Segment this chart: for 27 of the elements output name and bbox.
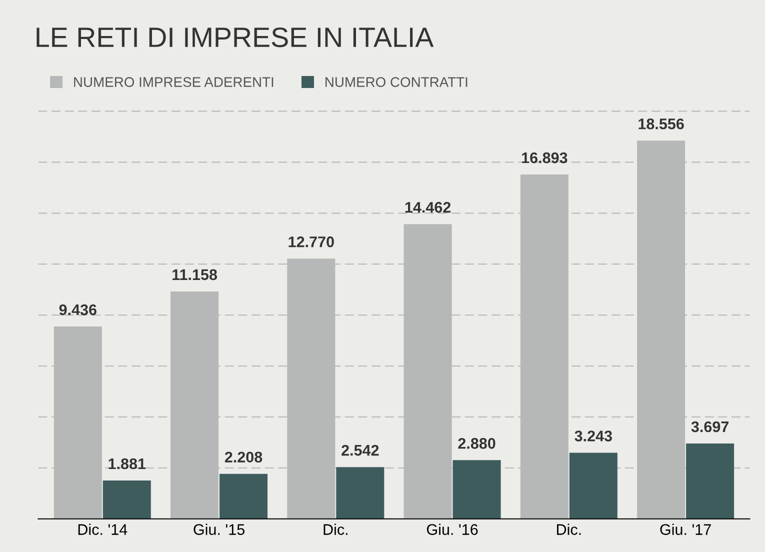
x-tick-label: Dic. xyxy=(324,524,348,535)
data-label: 3.697 xyxy=(691,421,728,432)
bar xyxy=(452,460,501,519)
x-tick-label: Dic. xyxy=(557,524,581,535)
bar xyxy=(686,444,734,519)
bar xyxy=(569,452,618,519)
x-tick-label: Dic. '14 xyxy=(78,524,128,535)
data-label: 14.462 xyxy=(405,202,451,213)
data-label: 18.556 xyxy=(638,118,684,130)
data-label: 11.158 xyxy=(172,269,218,280)
x-tick-label: Giu. '15 xyxy=(194,524,244,535)
chart-title: LE RETI DI IMPRESE IN ITALIA xyxy=(36,28,434,48)
data-label: 2.542 xyxy=(342,444,379,456)
bar xyxy=(102,480,151,519)
data-label: 12.770 xyxy=(288,236,334,248)
legend-label: NUMERO IMPRESE ADERENTI xyxy=(74,77,274,87)
bar xyxy=(336,467,384,519)
data-label: 16.893 xyxy=(522,152,568,164)
data-label: 3.243 xyxy=(574,430,612,442)
data-label: 2.880 xyxy=(458,438,496,449)
data-label: 1.881 xyxy=(108,458,146,470)
x-tick-label: Giu. '16 xyxy=(426,524,478,535)
data-label: 2.208 xyxy=(224,452,262,463)
data-label: 9.436 xyxy=(59,304,96,316)
legend-label: NUMERO CONTRATTI xyxy=(326,77,468,87)
bar xyxy=(220,474,268,519)
x-tick-label: Giu. '17 xyxy=(660,524,711,535)
